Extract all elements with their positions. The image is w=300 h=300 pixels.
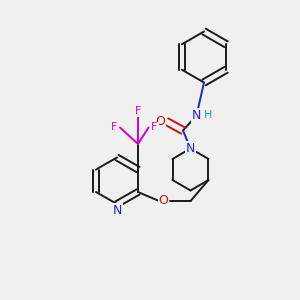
Text: N: N: [112, 203, 122, 217]
Text: F: F: [111, 122, 117, 133]
Text: H: H: [204, 110, 213, 121]
Text: N: N: [186, 142, 195, 155]
Text: O: O: [159, 194, 168, 208]
Text: O: O: [155, 115, 165, 128]
Text: F: F: [151, 122, 158, 133]
Text: N: N: [192, 109, 201, 122]
Text: F: F: [135, 106, 141, 116]
